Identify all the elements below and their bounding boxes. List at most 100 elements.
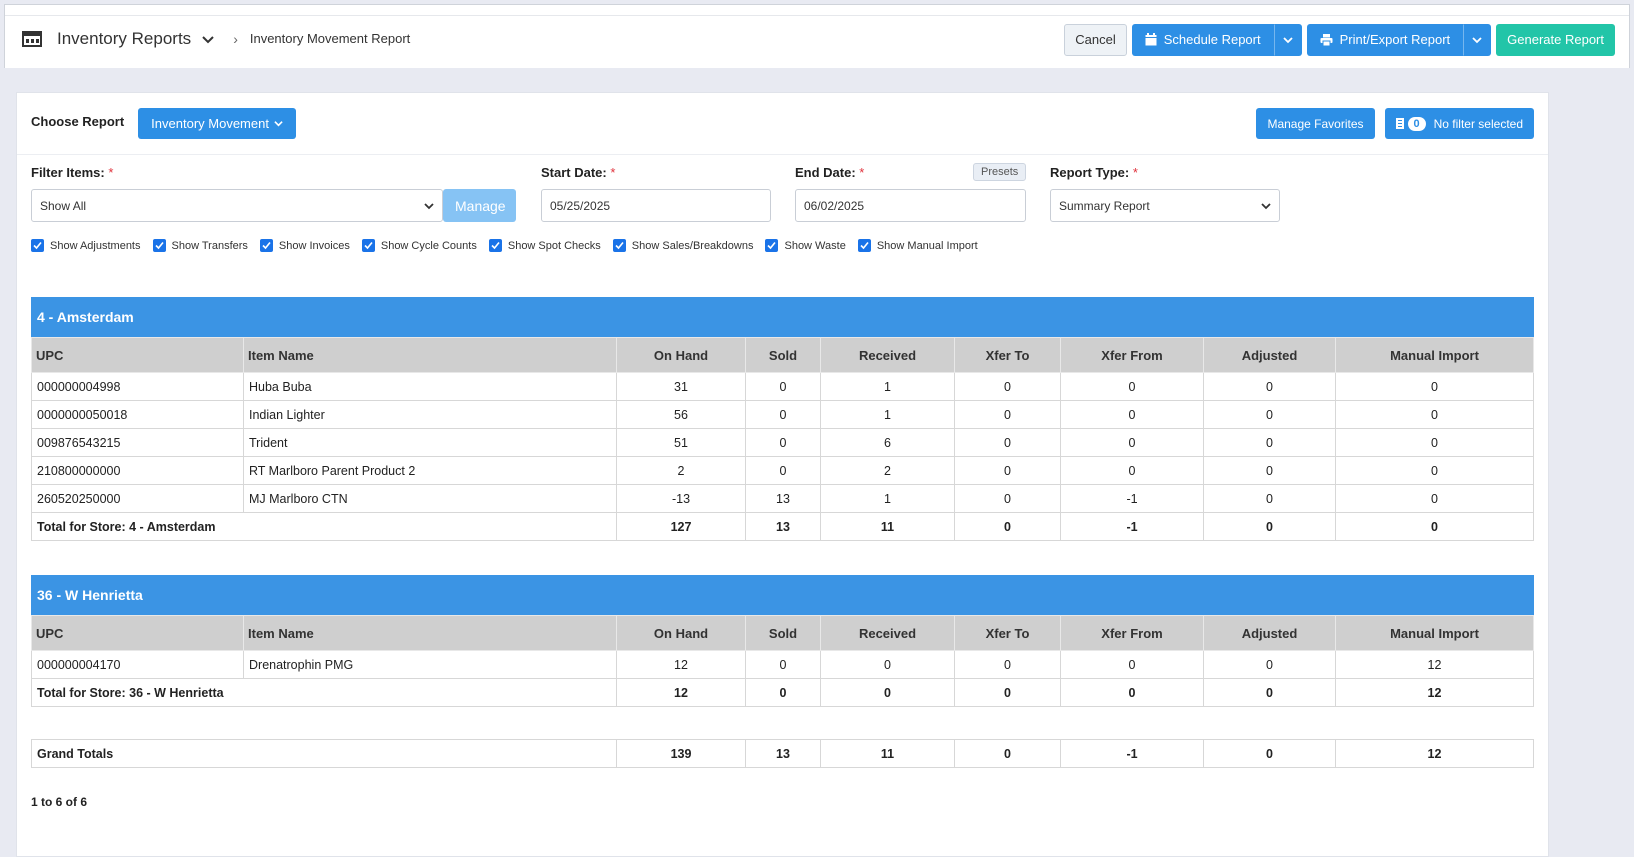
grand-total-cell: 11 [820, 739, 955, 768]
checkbox-label: Show Waste [784, 239, 846, 252]
schedule-report-dropdown[interactable] [1273, 23, 1302, 56]
column-header[interactable]: Xfer To [954, 337, 1061, 373]
column-header[interactable]: Received [820, 337, 955, 373]
filter-count-badge: 0 [1407, 116, 1426, 131]
checkbox-item[interactable]: Show Invoices [259, 239, 350, 252]
end-date-label-text: End Date: [795, 165, 856, 180]
checkbox-checked-icon[interactable] [488, 239, 502, 252]
cancel-button[interactable]: Cancel [1064, 23, 1127, 56]
checkbox-item[interactable]: Show Sales/Breakdowns [612, 239, 753, 252]
print-export-dropdown[interactable] [1463, 23, 1492, 56]
schedule-report-button[interactable]: Schedule Report [1131, 23, 1274, 56]
table-cell: Huba Buba [243, 372, 617, 401]
choose-report-dropdown[interactable]: Inventory Movement [138, 108, 296, 139]
table-cell: 0 [954, 650, 1061, 679]
checkbox-checked-icon[interactable] [259, 239, 273, 252]
table-row: 009876543215 Trident 51 0 6 0 0 0 0 [31, 428, 1534, 457]
column-header[interactable]: Received [820, 615, 955, 651]
start-date-input[interactable]: 05/25/2025 [541, 189, 771, 222]
column-header[interactable]: Xfer From [1060, 615, 1204, 651]
table-cell: 1 [820, 484, 955, 513]
column-header[interactable]: UPC [31, 615, 244, 651]
column-header[interactable]: On Hand [616, 615, 746, 651]
column-header[interactable]: Xfer To [954, 615, 1061, 651]
total-cell: 0 [820, 678, 955, 707]
store-total-label: Total for Store: 4 - Amsterdam [31, 512, 617, 541]
checkbox-checked-icon[interactable] [31, 239, 44, 252]
table-row: 000000004170 Drenatrophin PMG 12 0 0 0 0 0 12 [31, 650, 1534, 679]
generate-report-button[interactable]: Generate Report [1496, 23, 1615, 56]
checkbox-checked-icon[interactable] [765, 239, 779, 252]
store-total-row: Total for Store: 36 - W Henrietta 12 0 0 0 0 0… [31, 678, 1534, 707]
checkbox-item[interactable]: Show Adjustments [31, 239, 141, 252]
column-header[interactable]: On Hand [616, 337, 746, 373]
checkbox-item[interactable]: Show Cycle Counts [361, 239, 477, 252]
manage-favorites-button[interactable]: Manage Favorites [1256, 108, 1375, 139]
end-date-input[interactable]: 06/02/2025 [795, 189, 1026, 222]
filter-status-button[interactable]: 0 No filter selected [1384, 108, 1534, 139]
checkbox-label: Show Cycle Counts [380, 239, 477, 252]
checkbox-item[interactable]: Show Spot Checks [488, 239, 601, 252]
checkbox-checked-icon[interactable] [152, 239, 166, 252]
checkbox-item[interactable]: Show Waste [765, 239, 846, 252]
store-header: 4 - Amsterdam [31, 297, 1534, 337]
column-header[interactable]: Item Name [243, 615, 617, 651]
table-cell: 0 [1203, 428, 1336, 457]
presets-button[interactable]: Presets [973, 163, 1027, 181]
column-header[interactable]: Manual Import [1335, 615, 1534, 651]
store-section-w-henrietta: 36 - W Henrietta UPC Item Name On Hand Sold… [31, 575, 1534, 707]
inventory-icon [22, 30, 42, 47]
total-cell: 13 [745, 512, 821, 541]
chevron-down-icon [274, 121, 283, 127]
checkbox-checked-icon[interactable] [857, 239, 871, 252]
column-header[interactable]: UPC [31, 337, 244, 373]
column-header[interactable]: Sold [745, 615, 821, 651]
checkbox-checked-icon[interactable] [361, 239, 375, 252]
column-header[interactable]: Manual Import [1335, 337, 1534, 373]
column-header[interactable]: Item Name [243, 337, 617, 373]
table-cell: 0 [745, 428, 821, 457]
chevron-down-icon[interactable] [201, 33, 215, 47]
table-cell: 0000000050018 [31, 400, 244, 429]
table-cell: 0 [954, 428, 1061, 457]
column-header[interactable]: Sold [745, 337, 821, 373]
filter-items-label-text: Filter Items: [31, 165, 105, 180]
store-total-row: Total for Store: 4 - Amsterdam 127 13 11 0 -1… [31, 512, 1534, 541]
checkbox-checked-icon[interactable] [612, 239, 626, 252]
table-cell: -13 [616, 484, 746, 513]
grand-total-cell: 139 [616, 739, 746, 768]
table-cell: 0 [954, 484, 1061, 513]
grand-total-cell: 12 [1335, 739, 1534, 768]
report-panel: Choose Report Inventory Movement Manage … [16, 92, 1549, 857]
filter-status-label: No filter selected [1433, 116, 1523, 131]
table-cell: 0 [954, 400, 1061, 429]
filter-items-select[interactable]: Show All [31, 189, 443, 222]
table-cell: 0 [1060, 456, 1204, 485]
column-header[interactable]: Adjusted [1203, 337, 1336, 373]
table-cell: 0 [1060, 400, 1204, 429]
module-title[interactable]: Inventory Reports [57, 28, 192, 48]
print-export-split: Print/Export Report [1306, 23, 1492, 56]
table-cell: 0 [1060, 428, 1204, 457]
table-cell: 6 [820, 428, 955, 457]
column-header[interactable]: Xfer From [1060, 337, 1204, 373]
store-total-label: Total for Store: 36 - W Henrietta [31, 678, 617, 707]
table-cell: 0 [1335, 456, 1534, 485]
grand-total-cell: 0 [954, 739, 1061, 768]
start-date-label: Start Date: * [541, 165, 771, 185]
table-cell: 0 [954, 372, 1061, 401]
table-header-row: UPC Item Name On Hand Sold Received Xfer To Xf… [31, 337, 1534, 373]
table-cell: 0 [1060, 372, 1204, 401]
store-table: UPC Item Name On Hand Sold Received Xfer To Xf… [31, 337, 1534, 541]
chevron-down-icon [424, 202, 434, 209]
column-header[interactable]: Adjusted [1203, 615, 1336, 651]
report-type-select[interactable]: Summary Report [1050, 189, 1280, 222]
required-mark: * [610, 165, 616, 180]
checkbox-item[interactable]: Show Transfers [152, 239, 248, 252]
report-type-label-text: Report Type: [1050, 165, 1130, 180]
print-export-button[interactable]: Print/Export Report [1306, 23, 1464, 56]
total-cell: 0 [745, 678, 821, 707]
checkbox-item[interactable]: Show Manual Import [857, 239, 978, 252]
total-cell: 12 [1335, 678, 1534, 707]
manage-button[interactable]: Manage [443, 189, 516, 222]
